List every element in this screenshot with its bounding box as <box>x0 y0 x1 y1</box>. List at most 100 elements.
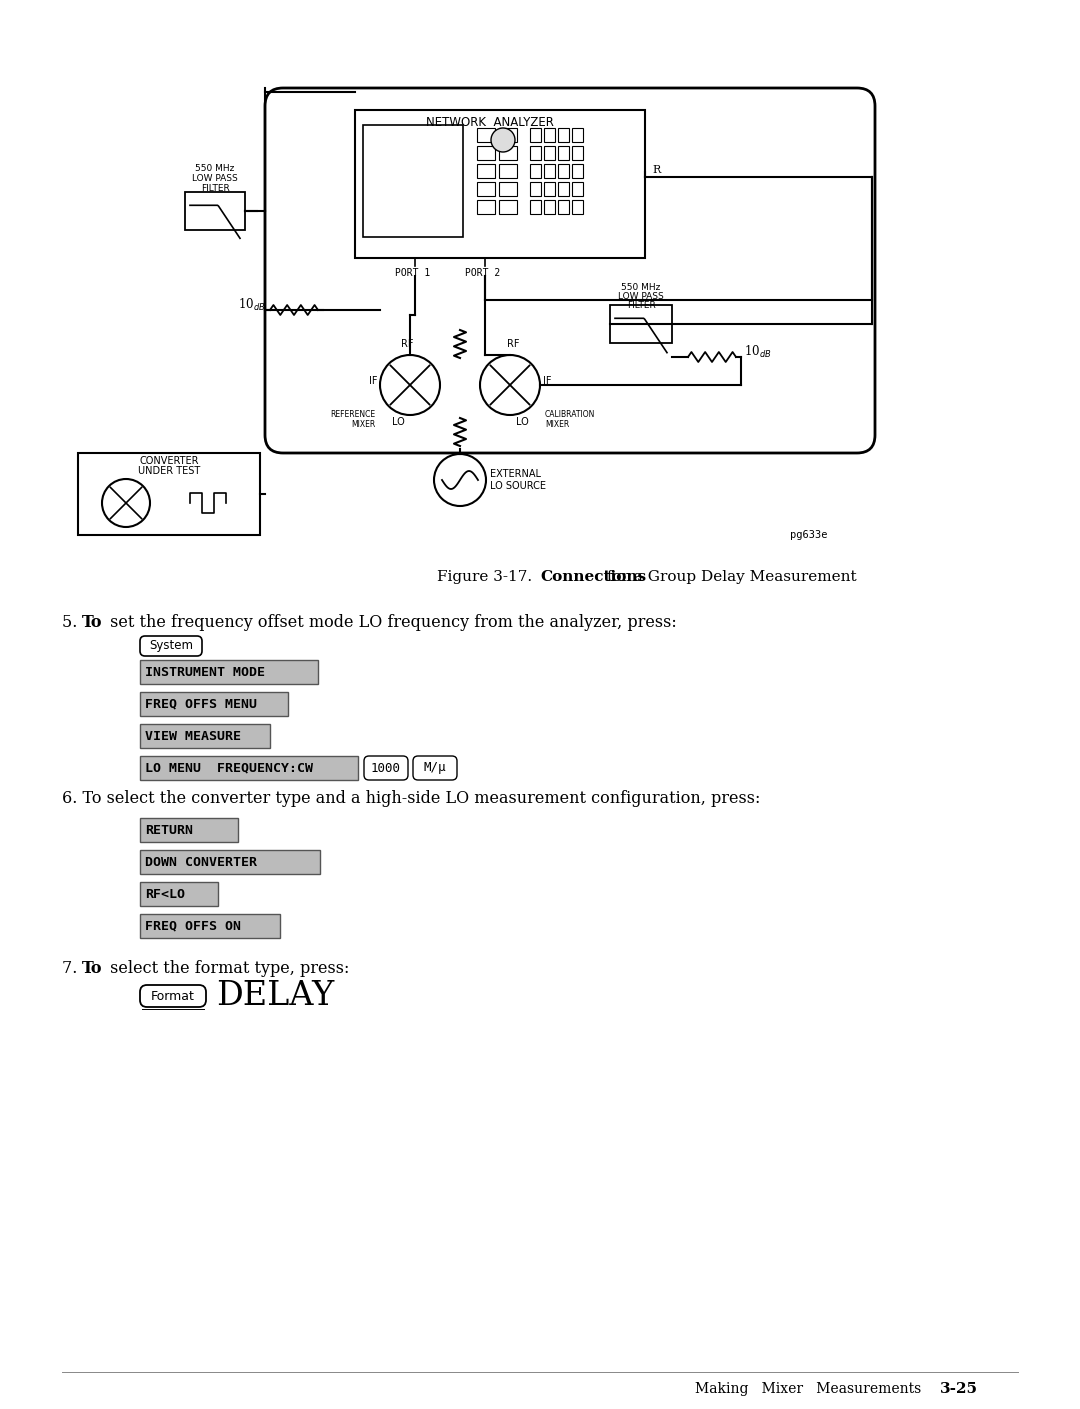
Text: Connections: Connections <box>540 571 646 583</box>
Bar <box>477 182 495 196</box>
Bar <box>355 110 645 258</box>
Text: LO MENU  FREQUENCY:CW: LO MENU FREQUENCY:CW <box>145 761 313 775</box>
Text: MIXER: MIXER <box>545 420 569 428</box>
Text: 6. To select the converter type and a high-side LO measurement configuration, pr: 6. To select the converter type and a hi… <box>62 790 760 807</box>
Bar <box>544 147 555 161</box>
Bar <box>499 182 517 196</box>
Circle shape <box>102 479 150 527</box>
Bar <box>530 147 541 161</box>
Bar <box>499 200 517 214</box>
Text: UNDER TEST: UNDER TEST <box>138 466 200 476</box>
FancyBboxPatch shape <box>413 757 457 781</box>
Text: EXTERNAL: EXTERNAL <box>490 469 541 479</box>
FancyBboxPatch shape <box>140 985 206 1007</box>
Bar <box>140 882 218 906</box>
Text: CONVERTER: CONVERTER <box>139 457 199 466</box>
Text: RF: RF <box>507 340 519 349</box>
Bar <box>530 163 541 178</box>
Text: 10$_{dB}$: 10$_{dB}$ <box>744 344 771 361</box>
Text: 550 MHz: 550 MHz <box>195 163 234 173</box>
Bar <box>610 304 672 342</box>
Text: DOWN CONVERTER: DOWN CONVERTER <box>145 855 257 868</box>
FancyBboxPatch shape <box>140 635 202 657</box>
Circle shape <box>380 355 440 416</box>
Bar <box>140 757 357 781</box>
Bar <box>499 128 517 142</box>
Bar <box>558 200 569 214</box>
Bar <box>499 163 517 178</box>
Bar <box>572 128 583 142</box>
Bar <box>544 163 555 178</box>
Text: FREQ OFFS ON: FREQ OFFS ON <box>145 920 241 933</box>
Text: RETURN: RETURN <box>145 823 193 837</box>
Bar <box>477 147 495 161</box>
Bar <box>140 724 270 748</box>
Bar <box>477 163 495 178</box>
Circle shape <box>434 454 486 506</box>
Text: NETWORK  ANALYZER: NETWORK ANALYZER <box>427 116 554 130</box>
Bar <box>185 192 245 230</box>
Text: 1000: 1000 <box>372 761 401 775</box>
Text: IF: IF <box>368 376 377 386</box>
Bar <box>140 659 318 683</box>
Text: Making   Mixer   Measurements: Making Mixer Measurements <box>696 1382 921 1396</box>
Text: FREQ OFFS MENU: FREQ OFFS MENU <box>145 697 257 710</box>
Text: System: System <box>149 640 193 652</box>
Text: pg633e: pg633e <box>789 530 827 540</box>
Text: MIXER: MIXER <box>351 420 375 428</box>
Bar <box>558 147 569 161</box>
Text: LOW PASS: LOW PASS <box>192 173 238 183</box>
Text: LOW PASS: LOW PASS <box>618 292 664 302</box>
Text: FILTER: FILTER <box>626 302 656 310</box>
Bar <box>78 454 260 535</box>
Bar <box>530 200 541 214</box>
Bar <box>544 200 555 214</box>
Text: PORT 2: PORT 2 <box>465 268 501 278</box>
Text: R: R <box>652 165 660 175</box>
FancyBboxPatch shape <box>364 757 408 781</box>
Text: REFERENCE: REFERENCE <box>329 410 375 418</box>
Bar <box>530 182 541 196</box>
Text: LO: LO <box>392 417 404 427</box>
Bar <box>477 200 495 214</box>
Text: LO: LO <box>515 417 528 427</box>
Text: 550 MHz: 550 MHz <box>621 283 661 292</box>
Text: set the frequency offset mode LO frequency from the analyzer, press:: set the frequency offset mode LO frequen… <box>105 614 677 631</box>
Text: FILTER: FILTER <box>201 185 229 193</box>
Bar <box>499 147 517 161</box>
Bar <box>558 163 569 178</box>
Text: To: To <box>82 960 103 976</box>
Bar <box>140 819 238 843</box>
Bar <box>558 182 569 196</box>
Text: DELAY: DELAY <box>216 981 334 1012</box>
Text: Figure 3-17.: Figure 3-17. <box>437 571 540 583</box>
Bar <box>572 200 583 214</box>
Text: INSTRUMENT MODE: INSTRUMENT MODE <box>145 665 265 679</box>
Text: Format: Format <box>151 989 194 1002</box>
Bar <box>530 128 541 142</box>
Bar <box>544 128 555 142</box>
Text: VIEW MEASURE: VIEW MEASURE <box>145 730 241 743</box>
Text: 3-25: 3-25 <box>940 1382 978 1396</box>
Text: IF: IF <box>543 376 552 386</box>
Text: 5.: 5. <box>62 614 85 631</box>
Bar <box>140 914 280 938</box>
Text: 7.: 7. <box>62 960 85 976</box>
Text: 10$_{dB}$: 10$_{dB}$ <box>238 297 265 313</box>
Bar <box>544 182 555 196</box>
Text: RF: RF <box>401 340 414 349</box>
Text: To: To <box>82 614 103 631</box>
Bar <box>140 692 288 716</box>
Bar <box>477 128 495 142</box>
Bar <box>140 850 320 874</box>
Bar <box>572 163 583 178</box>
Text: LO SOURCE: LO SOURCE <box>490 480 546 490</box>
Bar <box>558 128 569 142</box>
Text: M/μ: M/μ <box>423 761 446 775</box>
Text: select the format type, press:: select the format type, press: <box>105 960 349 976</box>
Bar <box>572 147 583 161</box>
Bar <box>363 125 463 237</box>
Circle shape <box>480 355 540 416</box>
Bar <box>572 182 583 196</box>
Text: PORT 1: PORT 1 <box>395 268 431 278</box>
